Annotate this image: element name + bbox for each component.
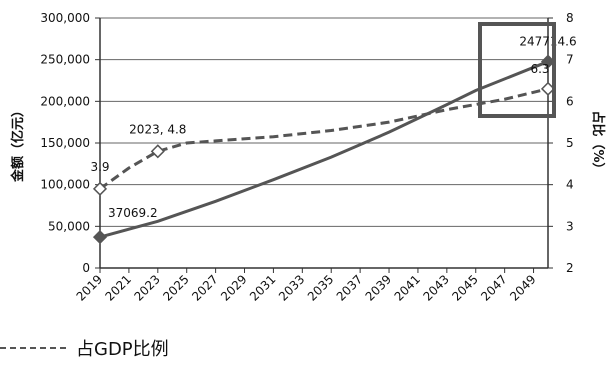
x-tick-label: 2041 xyxy=(392,272,423,303)
y-right-axis-title: 占比（%） xyxy=(590,110,606,175)
x-tick-label: 2023 xyxy=(131,272,162,303)
x-tick-label: 2021 xyxy=(103,272,134,303)
x-tick-label: 2027 xyxy=(189,272,220,303)
x-tick-label: 2025 xyxy=(160,272,191,303)
y-left-tick-label: 200,000 xyxy=(40,94,90,108)
data-labels: 37069.2 247714.6 3.9 2023, 4.8 6.3 xyxy=(90,22,577,245)
x-tick-label: 2033 xyxy=(276,272,307,303)
highlight-box xyxy=(478,22,556,118)
data-label: 6.3 xyxy=(530,62,549,76)
y-right-tick-label: 2 xyxy=(566,261,574,275)
legend-label: 占GDP比例 xyxy=(76,339,169,360)
y-right-tick-label: 4 xyxy=(566,178,574,192)
y-left-tick-label: 50,000 xyxy=(48,219,90,233)
x-tick-label: 2049 xyxy=(507,272,538,303)
series-layer xyxy=(99,60,549,239)
data-point-marker xyxy=(92,230,108,245)
gdp-ratio-line xyxy=(99,87,549,191)
y-left-tick-label: 300,000 xyxy=(40,11,90,25)
y-right-tick-label: 6 xyxy=(566,94,574,108)
x-tick-label: 2045 xyxy=(449,272,480,303)
y-right-tick-label: 5 xyxy=(566,136,574,150)
x-tick-label: 2035 xyxy=(305,272,336,303)
y-left-tick-label: 150,000 xyxy=(40,136,90,150)
y-left-tick-label: 250,000 xyxy=(40,53,90,67)
x-tick-label: 2047 xyxy=(478,272,509,303)
data-label: 3.9 xyxy=(90,160,109,174)
x-tick-label: 2019 xyxy=(74,272,105,303)
x-tick-label: 2043 xyxy=(420,272,451,303)
y-left-axis-title: 金额（亿元） xyxy=(10,104,26,183)
x-tick-label: 2037 xyxy=(334,272,365,303)
data-point-marker xyxy=(150,144,165,159)
grid-lines xyxy=(100,17,548,269)
data-label: 2023, 4.8 xyxy=(129,122,186,136)
data-label: 37069.2 xyxy=(108,206,158,220)
axes: 0 50,000 100,000 150,000 200,000 250,000 300,0… xyxy=(10,11,606,304)
x-tick-label: 2039 xyxy=(363,272,394,303)
data-point-marker xyxy=(92,181,108,196)
legend-dashed-swatch xyxy=(0,347,66,349)
x-tick-label: 2031 xyxy=(247,272,278,303)
x-tick-label: 2029 xyxy=(218,272,249,303)
legend: 占GDP比例 xyxy=(0,335,169,361)
y-right-tick-label: 8 xyxy=(566,11,574,25)
amount-line xyxy=(99,60,549,239)
data-label: 247714.6 xyxy=(519,35,576,49)
y-left-tick-label: 0 xyxy=(82,261,90,275)
y-right-tick-label: 3 xyxy=(566,219,574,233)
line-chart: 0 50,000 100,000 150,000 200,000 250,000 300,0… xyxy=(10,11,606,304)
y-left-tick-label: 100,000 xyxy=(40,178,90,192)
y-right-tick-label: 7 xyxy=(566,53,574,67)
